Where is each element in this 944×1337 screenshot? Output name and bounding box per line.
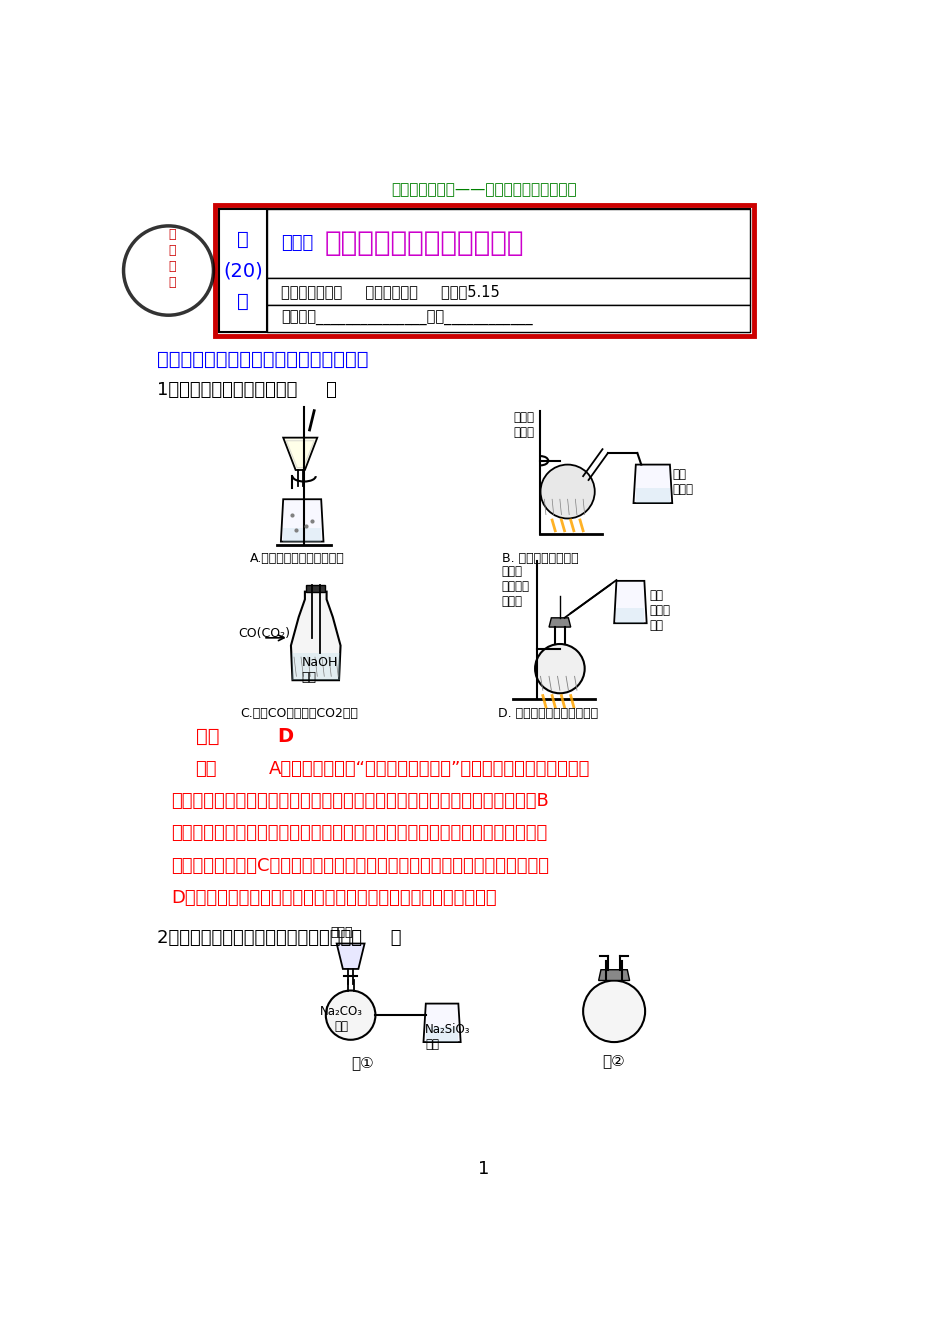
Text: 课题：: 课题： [280,234,312,253]
Text: A.除去粗盐溶液中的不溶物: A.除去粗盐溶液中的不溶物 [249,552,345,564]
Bar [219,209,266,332]
Text: CO(CO₂): CO(CO₂) [238,627,290,640]
Text: 编写人：王卫杰     审定：李天香     日期：5.15: 编写人：王卫杰 审定：李天香 日期：5.15 [280,283,499,299]
Polygon shape [292,654,340,681]
Text: Na₂SiO₃
溶液: Na₂SiO₃ 溶液 [425,1023,470,1051]
Polygon shape [423,1004,460,1042]
Text: C.除去CO气体中的CO2气体: C.除去CO气体中的CO2气体 [241,707,358,721]
Bar [306,584,325,592]
Polygon shape [336,944,364,969]
Text: （一）仪器组合型实验方案的设计与评价: （一）仪器组合型实验方案的设计与评价 [157,349,368,369]
Text: D: D [277,727,293,746]
Circle shape [326,991,375,1040]
Text: 答案: 答案 [195,727,219,746]
Polygon shape [635,488,669,503]
Text: 澄清
石灰水: 澄清 石灰水 [671,468,693,496]
Text: 高考冲刺微专题——唐山市高中化学微课堂: 高考冲刺微专题——唐山市高中化学微课堂 [391,182,576,197]
Text: 班级学号_______________姓名____________: 班级学号_______________姓名____________ [280,312,531,326]
Text: Na₂CO₃
粉末: Na₂CO₃ 粉末 [319,1005,362,1034]
Polygon shape [598,969,629,980]
Text: 图②: 图② [602,1054,625,1068]
Text: 1: 1 [478,1161,489,1178]
Polygon shape [291,592,340,681]
Text: 第
(20)
期: 第 (20) 期 [223,230,262,312]
Bar [266,305,749,332]
Text: 上方，没有靠在三层滤纸上，且漏斗下端长管口应紧贴烧杯内壁，故不正确；B: 上方，没有靠在三层滤纸上，且漏斗下端长管口应紧贴烧杯内壁，故不正确；B [171,792,548,810]
Text: A项，过滤时要求“一贴、二低、三靠”，该实验中玻璃棒悬在漏斗: A项，过滤时要求“一贴、二低、三靠”，该实验中玻璃棒悬在漏斗 [269,759,590,778]
Circle shape [534,644,584,694]
Polygon shape [280,499,323,541]
Bar [266,209,749,278]
Circle shape [582,980,645,1042]
Text: 高
中
化
学: 高 中 化 学 [168,229,176,290]
Text: 浓盐酸: 浓盐酸 [329,927,352,940]
Polygon shape [632,464,671,503]
Text: 简单实验方案的设计与评价: 简单实验方案的设计与评价 [325,230,524,258]
Text: 图①: 图① [350,1055,373,1070]
Text: 试管，故不正确；C项，该装置为洗气装置，导管应该是长进短出，故不正确；: 试管，故不正确；C项，该装置为洗气装置，导管应该是长进短出，故不正确； [171,857,548,874]
Bar [215,205,752,336]
Text: 解析: 解析 [195,759,217,778]
Polygon shape [615,608,644,623]
Text: NaOH
溶液: NaOH 溶液 [301,655,338,683]
Bar [266,278,749,305]
Polygon shape [283,437,317,471]
Text: 2．用下列装置完成相关实验，合理的是（     ）: 2．用下列装置完成相关实验，合理的是（ ） [157,929,401,947]
Text: 项，加热分解碳酸氢钠时，因为有水生成，试管口应略向下倾斜，否则容易炸裂: 项，加热分解碳酸氢钠时，因为有水生成，试管口应略向下倾斜，否则容易炸裂 [171,825,547,842]
Text: D. 乙酸乙酯的制备演示实验: D. 乙酸乙酯的制备演示实验 [497,707,598,721]
Text: B. 碳酸氢钠受热分解: B. 碳酸氢钠受热分解 [501,552,578,564]
Polygon shape [426,1027,458,1042]
Polygon shape [548,618,570,627]
Text: 饱和
碳酸钠
溶液: 饱和 碳酸钠 溶液 [649,588,669,631]
Text: 1．下列图示实验正确的是（     ）: 1．下列图示实验正确的是（ ） [157,381,336,398]
Polygon shape [614,580,646,623]
Polygon shape [286,441,313,468]
Bar [219,209,749,332]
Text: 碳酸氢
钠粉末: 碳酸氢 钠粉末 [513,410,533,439]
Text: D项，由教材中的实验可知制备乙酸乙酯的实验装置及药品都正确。: D项，由教材中的实验可知制备乙酸乙酯的实验装置及药品都正确。 [171,889,496,906]
Polygon shape [283,528,321,541]
Circle shape [540,464,594,519]
Text: 乙醇、
浓硫酸、
冰醋酸: 乙醇、 浓硫酸、 冰醋酸 [501,564,530,608]
